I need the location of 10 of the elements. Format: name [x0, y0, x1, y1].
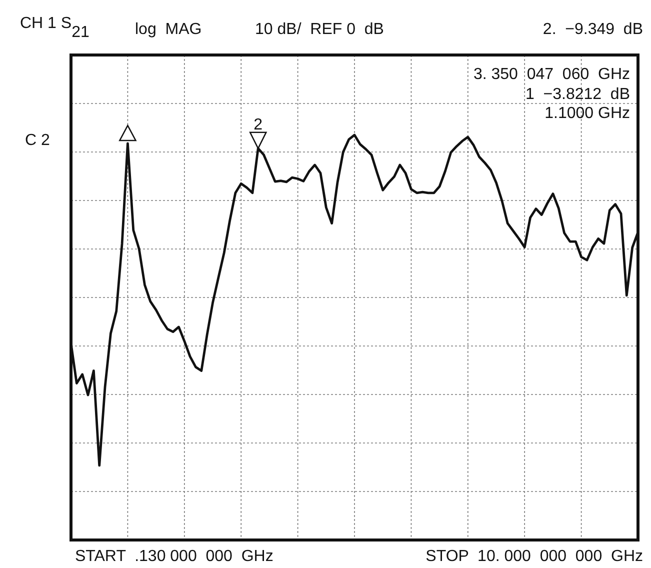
text: 2	[254, 116, 263, 134]
text: 10 dB/ REF 0 dB	[255, 21, 384, 38]
text: START .130 000 000 GHz	[75, 548, 274, 565]
text: 1 −3.8212 dB	[525, 86, 630, 103]
text: 2. −9.349 dB	[542, 21, 643, 38]
text: log MAG	[135, 21, 202, 38]
text: 3. 350 047 060 GHz	[473, 66, 630, 83]
text: C 2	[25, 132, 50, 149]
text: 1.1000 GHz	[544, 105, 630, 122]
text: STOP 10. 000 000 000 GHz	[426, 548, 643, 565]
